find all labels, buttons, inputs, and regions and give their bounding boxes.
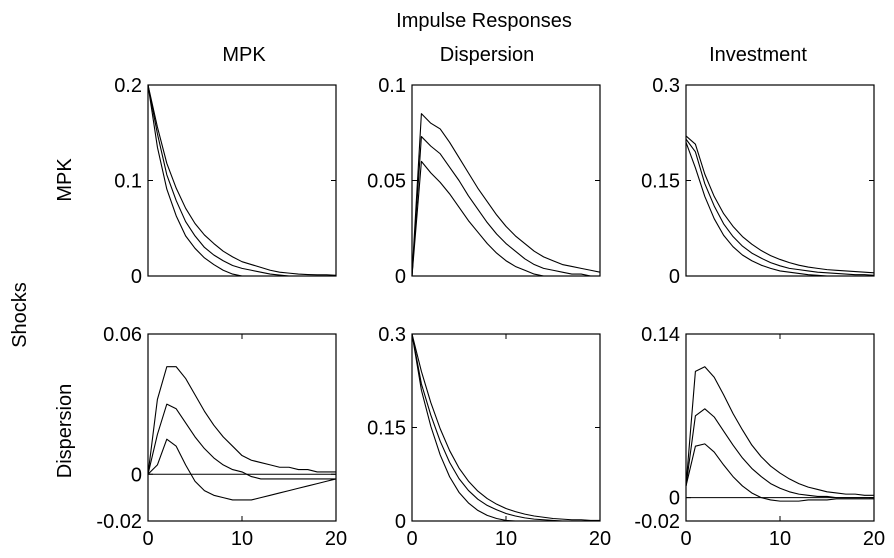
axes-frame: [685, 333, 875, 522]
ytick-label: -0.02: [96, 511, 142, 533]
series-line-upper-band: [685, 366, 874, 496]
ytick-label: 0.05: [367, 171, 406, 193]
series-line-lower-band: [411, 160, 600, 277]
series-line-lower-band: [147, 84, 336, 277]
series-line-lower-band: [685, 142, 874, 277]
xtick-label: 20: [863, 528, 885, 550]
ytick-label: 0.3: [378, 324, 406, 346]
series-line-median: [147, 403, 336, 480]
ytick-label: 0.1: [114, 171, 142, 193]
series-line-upper-band: [147, 366, 336, 475]
series-line-upper-band: [411, 333, 600, 521]
xtick-label: 20: [589, 528, 611, 550]
column-title-mpk: MPK: [222, 44, 266, 66]
series-line-median: [147, 84, 336, 277]
panel-dispersion-dispersion: 0 0.15 0.3 0 10 20: [367, 324, 611, 550]
series-line-median: [685, 138, 875, 276]
column-title-investment: Investment: [709, 44, 807, 66]
series-line-median: [685, 408, 874, 499]
ytick-label: 0.2: [114, 75, 142, 97]
xtick-label: 20: [325, 528, 347, 550]
row-label-mpk: MPK: [54, 158, 76, 202]
axes-frame: [685, 84, 875, 277]
ytick-label: 0.14: [641, 324, 680, 346]
xtick-label: 0: [142, 528, 153, 550]
ytick-label: -0.02: [634, 511, 680, 533]
xtick-label: 10: [495, 528, 517, 550]
axes-frame: [147, 333, 337, 522]
series-line-lower-band: [147, 438, 337, 501]
ytick-label: 0: [669, 266, 680, 288]
xtick-label: 0: [406, 528, 417, 550]
ytick-label: 0.3: [652, 75, 680, 97]
panel-mpk-mpk: 0 0.1 0.2: [114, 75, 337, 288]
ytick-label: 0: [131, 464, 142, 486]
ytick-label: 0: [131, 266, 142, 288]
ytick-label: 0.15: [367, 418, 406, 440]
series-line-upper-band: [685, 135, 875, 274]
ytick-label: 0.1: [378, 75, 406, 97]
ytick-label: 0: [395, 511, 406, 533]
figure-suptitle: Impulse Responses: [396, 10, 572, 32]
ytick-label: 0: [395, 266, 406, 288]
ytick-label: 0.06: [103, 324, 142, 346]
series-line-lower-band: [685, 443, 874, 502]
panel-dispersion-investment: -0.020 0.14 0 10 20: [634, 324, 885, 550]
ytick-label: 0: [669, 488, 680, 510]
series-line-lower-band: [411, 333, 600, 522]
axes-frame: [411, 84, 601, 277]
row-label-dispersion: Dispersion: [54, 384, 76, 478]
panel-mpk-investment: 0 0.15 0.3: [641, 75, 875, 288]
row-axis-label-shocks: Shocks: [9, 282, 31, 348]
series-line-median: [411, 136, 600, 277]
xtick-label: 0: [680, 528, 691, 550]
xtick-label: 10: [769, 528, 791, 550]
series-line-upper-band: [147, 84, 337, 276]
column-title-dispersion: Dispersion: [440, 44, 534, 66]
ytick-label: 0.15: [641, 171, 680, 193]
xtick-label: 10: [231, 528, 253, 550]
panel-mpk-dispersion: 0 0.05 0.1: [367, 75, 601, 288]
axes-frame: [147, 84, 337, 277]
series-line-upper-band: [411, 113, 601, 277]
